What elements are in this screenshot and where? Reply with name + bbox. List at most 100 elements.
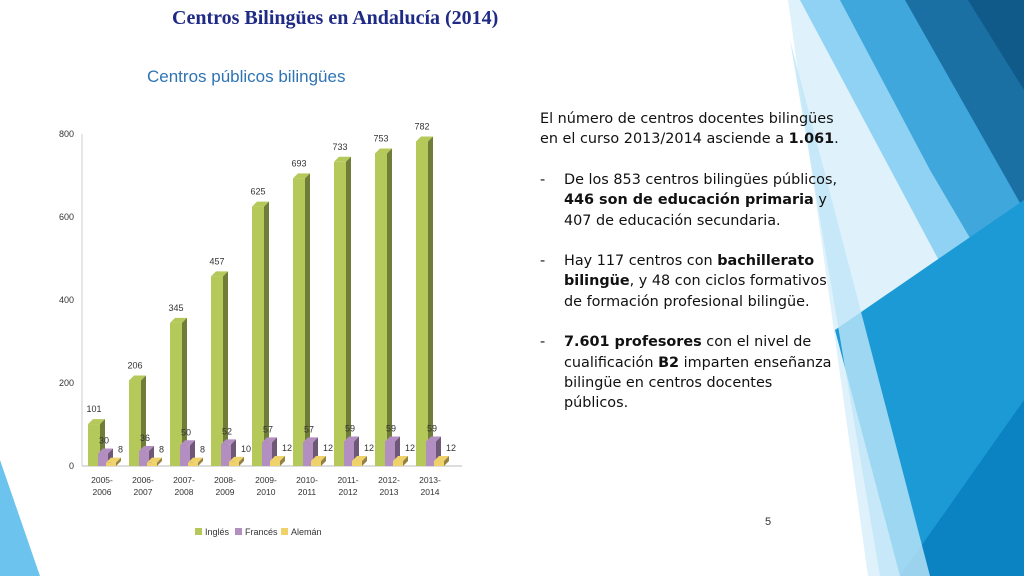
bar-0 — [88, 424, 100, 466]
x-tick-label: 2013 — [380, 487, 399, 497]
bar-side — [116, 457, 121, 466]
data-label: 457 — [209, 256, 224, 266]
x-tick-label: 2009 — [216, 487, 235, 497]
data-label: 8 — [200, 445, 205, 455]
bar-side — [264, 201, 269, 466]
bar-2 — [393, 461, 403, 466]
legend-swatch — [195, 528, 202, 535]
bar-side — [387, 148, 392, 466]
x-tick-label: 2009- — [255, 475, 277, 485]
bar-top — [252, 201, 269, 207]
bar-2 — [434, 461, 444, 466]
x-tick-label: 2011 — [298, 487, 317, 497]
y-tick-label: 200 — [59, 378, 74, 388]
bar-side — [428, 136, 433, 466]
data-label: 8 — [159, 445, 164, 455]
data-label: 59 — [427, 424, 437, 434]
bar-side — [141, 375, 146, 466]
data-label: 59 — [345, 424, 355, 434]
bar-0 — [416, 141, 428, 466]
x-tick-label: 2005- — [91, 475, 113, 485]
data-label: 10 — [241, 444, 251, 454]
legend-swatch — [281, 528, 288, 535]
data-label: 206 — [127, 361, 142, 371]
data-label: 345 — [168, 303, 183, 313]
bar-side — [305, 173, 310, 466]
data-label: 59 — [386, 424, 396, 434]
bar-side — [280, 456, 285, 466]
bar-0 — [334, 161, 346, 466]
bar-2 — [352, 461, 362, 466]
data-label: 12 — [405, 443, 415, 453]
bar-1 — [221, 444, 231, 466]
y-tick-label: 400 — [59, 295, 74, 305]
bar-1 — [303, 442, 313, 466]
data-label: 30 — [99, 436, 109, 446]
bar-2 — [229, 461, 239, 466]
bar-0 — [211, 276, 223, 466]
legend-label: Inglés — [205, 527, 230, 537]
intro-paragraph: El número de centros docentes bilingües … — [540, 111, 839, 148]
x-tick-label: 2006- — [132, 475, 154, 485]
x-tick-label: 2006 — [93, 487, 112, 497]
bar-1 — [180, 445, 190, 466]
text-panel: El número de centros docentes bilingües … — [540, 109, 840, 434]
bar-top — [334, 156, 351, 162]
bar-0 — [170, 322, 182, 466]
bar-side — [157, 457, 162, 466]
bar-side — [182, 317, 187, 466]
data-label: 12 — [323, 443, 333, 453]
bar-top — [129, 375, 146, 381]
bar-1 — [98, 453, 108, 466]
bar-side — [403, 456, 408, 466]
bar-2 — [188, 462, 198, 466]
bar-1 — [139, 451, 149, 466]
legend-label: Alemán — [291, 527, 322, 537]
bar-top — [375, 148, 392, 154]
bar-1 — [385, 441, 395, 466]
x-tick-label: 2008- — [214, 475, 236, 485]
x-tick-label: 2007- — [173, 475, 195, 485]
legend-swatch — [235, 528, 242, 535]
y-tick-label: 0 — [69, 461, 74, 471]
data-label: 52 — [222, 426, 232, 436]
bar-2 — [311, 461, 321, 466]
bar-1 — [262, 442, 272, 466]
bullet-list: - De los 853 centros bilingües públicos, … — [540, 170, 840, 414]
page-number: 5 — [765, 516, 772, 528]
bar-top — [211, 271, 228, 277]
bar-2 — [106, 462, 116, 466]
bar-side — [321, 456, 326, 466]
bullet-item: - De los 853 centros bilingües públicos, … — [540, 171, 838, 229]
data-label: 57 — [304, 424, 314, 434]
bar-0 — [129, 380, 141, 466]
data-label: 36 — [140, 433, 150, 443]
bar-top — [170, 317, 187, 323]
bar-side — [346, 156, 351, 466]
bar-side — [444, 456, 449, 466]
data-label: 8 — [118, 445, 123, 455]
x-tick-label: 2007 — [134, 487, 153, 497]
data-label: 12 — [282, 443, 292, 453]
bar-side — [362, 456, 367, 466]
bullet-item: - Hay 117 centros con bachillerato biling… — [540, 253, 827, 310]
data-label: 625 — [250, 187, 265, 197]
data-label: 12 — [446, 443, 456, 453]
chart-subtitle: Centros públicos bilingües — [147, 67, 346, 86]
x-tick-label: 2012- — [378, 475, 400, 485]
bar-0 — [252, 206, 264, 466]
bar-side — [223, 271, 228, 466]
bar-top — [293, 173, 310, 179]
data-label: 693 — [291, 158, 306, 168]
bar-2 — [270, 461, 280, 466]
x-tick-label: 2012 — [339, 487, 358, 497]
x-tick-label: 2010 — [257, 487, 276, 497]
bar-side — [198, 457, 203, 466]
bar-top — [88, 419, 105, 425]
bullet-item: -7.601 profesores con el nivel de cualif… — [540, 334, 832, 412]
bar-1 — [426, 441, 436, 466]
y-tick-label: 800 — [59, 129, 74, 139]
x-tick-label: 2013- — [419, 475, 441, 485]
slide-title: Centros Bilingües en Andalucía (2014) — [172, 7, 499, 29]
